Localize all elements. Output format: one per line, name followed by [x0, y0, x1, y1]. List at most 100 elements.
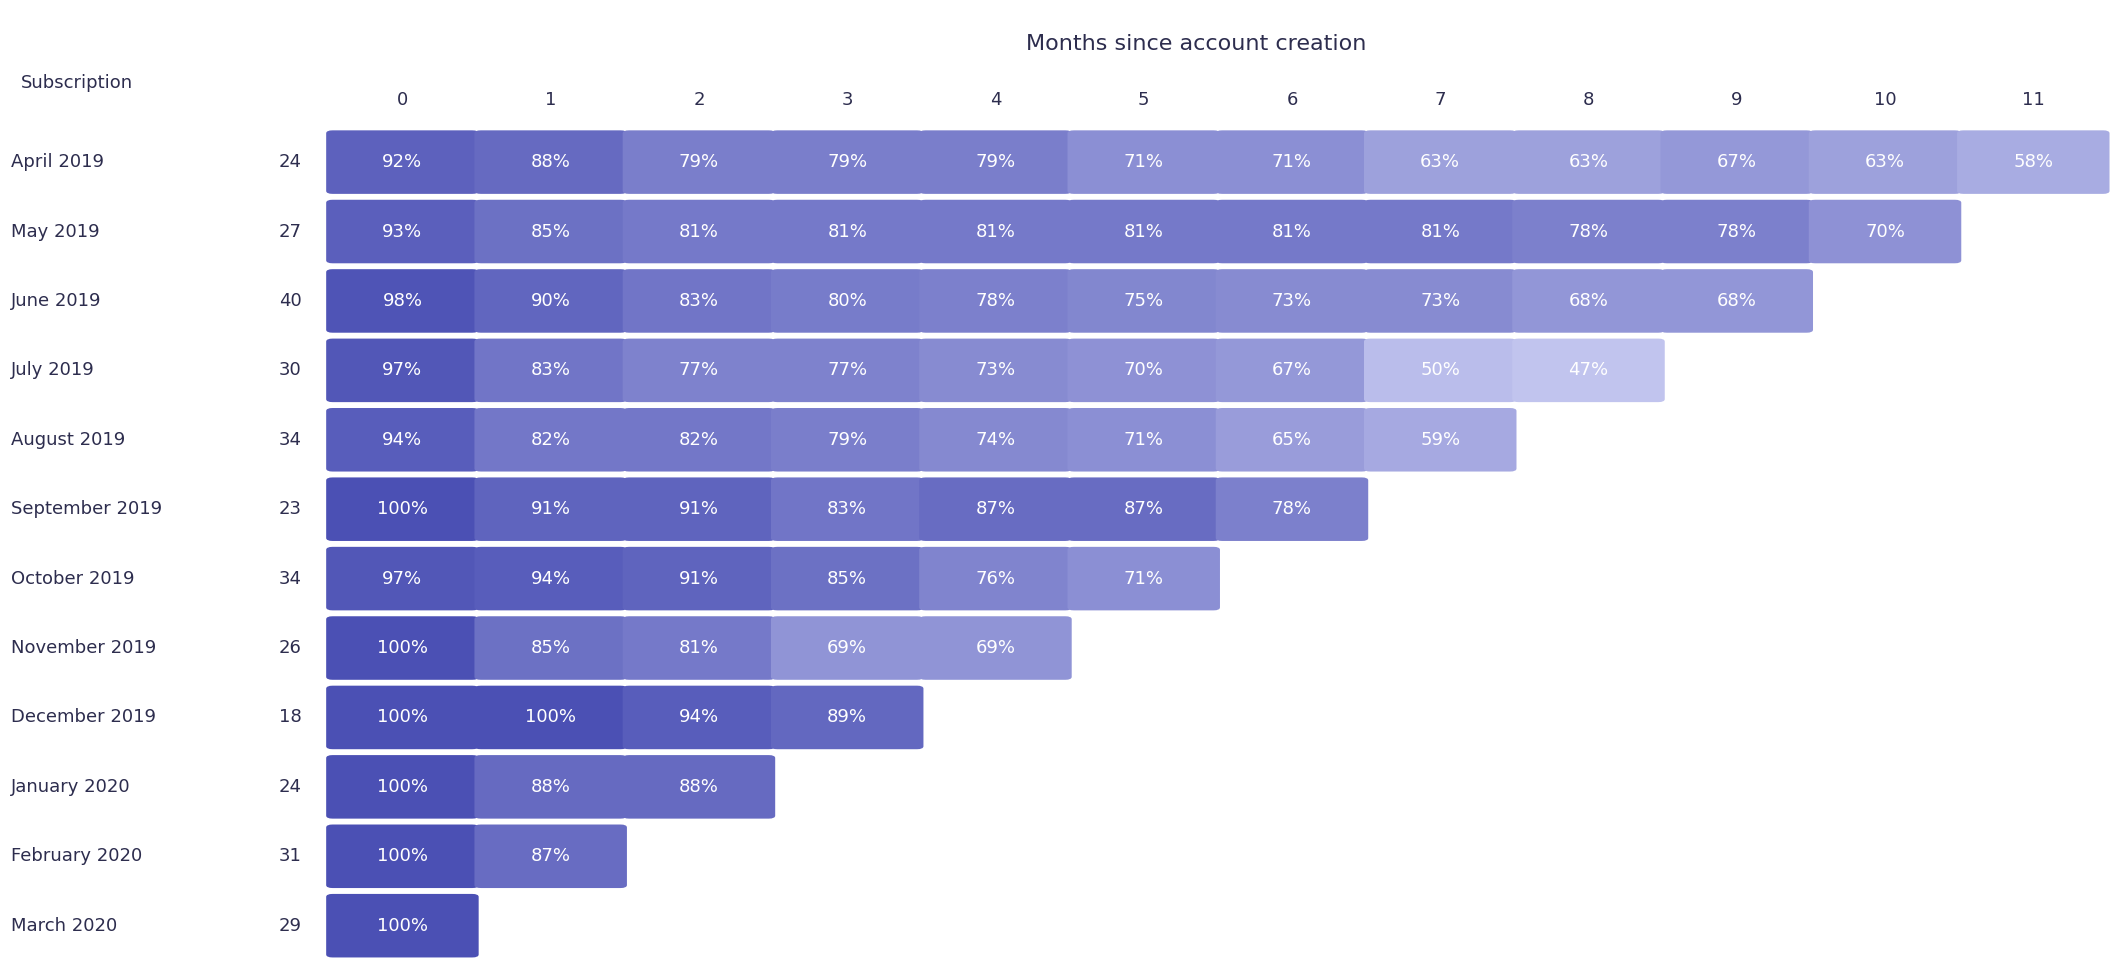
Text: 76%: 76%	[976, 569, 1015, 588]
Text: 88%: 88%	[532, 778, 570, 796]
Text: 81%: 81%	[1273, 222, 1311, 240]
Text: July 2019: July 2019	[11, 362, 95, 379]
Text: 77%: 77%	[828, 362, 866, 379]
Text: 58%: 58%	[2014, 153, 2052, 172]
Text: 23: 23	[280, 500, 301, 518]
Text: 59%: 59%	[1421, 431, 1459, 449]
Text: 70%: 70%	[1125, 362, 1163, 379]
Text: 67%: 67%	[1273, 362, 1311, 379]
Text: 18: 18	[280, 709, 301, 726]
Text: January 2020: January 2020	[11, 778, 129, 796]
Text: 4: 4	[989, 91, 1002, 109]
Text: 79%: 79%	[828, 431, 866, 449]
Text: August 2019: August 2019	[11, 431, 125, 449]
Text: 100%: 100%	[377, 778, 428, 796]
Text: 90%: 90%	[532, 292, 570, 310]
Text: 81%: 81%	[1125, 222, 1163, 240]
Text: 6: 6	[1286, 91, 1298, 109]
Text: 79%: 79%	[828, 153, 866, 172]
Text: December 2019: December 2019	[11, 709, 155, 726]
Text: 67%: 67%	[1718, 153, 1756, 172]
Text: April 2019: April 2019	[11, 153, 104, 172]
Text: 79%: 79%	[976, 153, 1015, 172]
Text: 63%: 63%	[1866, 153, 1904, 172]
Text: 83%: 83%	[532, 362, 570, 379]
Text: 26: 26	[280, 639, 301, 657]
Text: 24: 24	[280, 778, 301, 796]
Text: 34: 34	[280, 569, 301, 588]
Text: 81%: 81%	[680, 639, 718, 657]
Text: Subscription: Subscription	[21, 74, 133, 92]
Text: 1: 1	[544, 91, 557, 109]
Text: 40: 40	[280, 292, 301, 310]
Text: 100%: 100%	[377, 639, 428, 657]
Text: 89%: 89%	[828, 709, 866, 726]
Text: 100%: 100%	[377, 709, 428, 726]
Text: 83%: 83%	[680, 292, 718, 310]
Text: 8: 8	[1582, 91, 1595, 109]
Text: 11: 11	[2023, 91, 2044, 109]
Text: 71%: 71%	[1125, 153, 1163, 172]
Text: 31: 31	[280, 848, 301, 865]
Text: 80%: 80%	[828, 292, 866, 310]
Text: 78%: 78%	[1718, 222, 1756, 240]
Text: 88%: 88%	[532, 153, 570, 172]
Text: 100%: 100%	[377, 500, 428, 518]
Text: October 2019: October 2019	[11, 569, 133, 588]
Text: 68%: 68%	[1569, 292, 1608, 310]
Text: 70%: 70%	[1866, 222, 1904, 240]
Text: 91%: 91%	[680, 500, 718, 518]
Text: 82%: 82%	[532, 431, 570, 449]
Text: 100%: 100%	[525, 709, 576, 726]
Text: 29: 29	[280, 916, 301, 935]
Text: 81%: 81%	[976, 222, 1015, 240]
Text: 83%: 83%	[828, 500, 866, 518]
Text: 94%: 94%	[680, 709, 718, 726]
Text: 81%: 81%	[828, 222, 866, 240]
Text: 30: 30	[280, 362, 301, 379]
Text: 47%: 47%	[1569, 362, 1608, 379]
Text: 2: 2	[693, 91, 705, 109]
Text: 97%: 97%	[383, 569, 421, 588]
Text: 94%: 94%	[383, 431, 421, 449]
Text: 69%: 69%	[976, 639, 1015, 657]
Text: 74%: 74%	[976, 431, 1015, 449]
Text: 71%: 71%	[1125, 569, 1163, 588]
Text: 79%: 79%	[680, 153, 718, 172]
Text: March 2020: March 2020	[11, 916, 116, 935]
Text: 3: 3	[841, 91, 854, 109]
Text: 73%: 73%	[976, 362, 1015, 379]
Text: 7: 7	[1434, 91, 1447, 109]
Text: 93%: 93%	[383, 222, 421, 240]
Text: 98%: 98%	[383, 292, 421, 310]
Text: 63%: 63%	[1569, 153, 1608, 172]
Text: 88%: 88%	[680, 778, 718, 796]
Text: 78%: 78%	[1569, 222, 1608, 240]
Text: 65%: 65%	[1273, 431, 1311, 449]
Text: 91%: 91%	[680, 569, 718, 588]
Text: 85%: 85%	[828, 569, 866, 588]
Text: 91%: 91%	[532, 500, 570, 518]
Text: September 2019: September 2019	[11, 500, 161, 518]
Text: 27: 27	[280, 222, 301, 240]
Text: 82%: 82%	[680, 431, 718, 449]
Text: 0: 0	[396, 91, 409, 109]
Text: February 2020: February 2020	[11, 848, 142, 865]
Text: 78%: 78%	[976, 292, 1015, 310]
Text: 10: 10	[1874, 91, 1896, 109]
Text: 50%: 50%	[1421, 362, 1459, 379]
Text: 87%: 87%	[532, 848, 570, 865]
Text: 75%: 75%	[1125, 292, 1163, 310]
Text: 87%: 87%	[1125, 500, 1163, 518]
Text: 94%: 94%	[532, 569, 570, 588]
Text: 69%: 69%	[828, 639, 866, 657]
Text: 71%: 71%	[1273, 153, 1311, 172]
Text: 9: 9	[1730, 91, 1743, 109]
Text: November 2019: November 2019	[11, 639, 157, 657]
Text: 85%: 85%	[532, 222, 570, 240]
Text: 63%: 63%	[1421, 153, 1459, 172]
Text: 85%: 85%	[532, 639, 570, 657]
Text: 73%: 73%	[1273, 292, 1311, 310]
Text: 97%: 97%	[383, 362, 421, 379]
Text: 5: 5	[1137, 91, 1150, 109]
